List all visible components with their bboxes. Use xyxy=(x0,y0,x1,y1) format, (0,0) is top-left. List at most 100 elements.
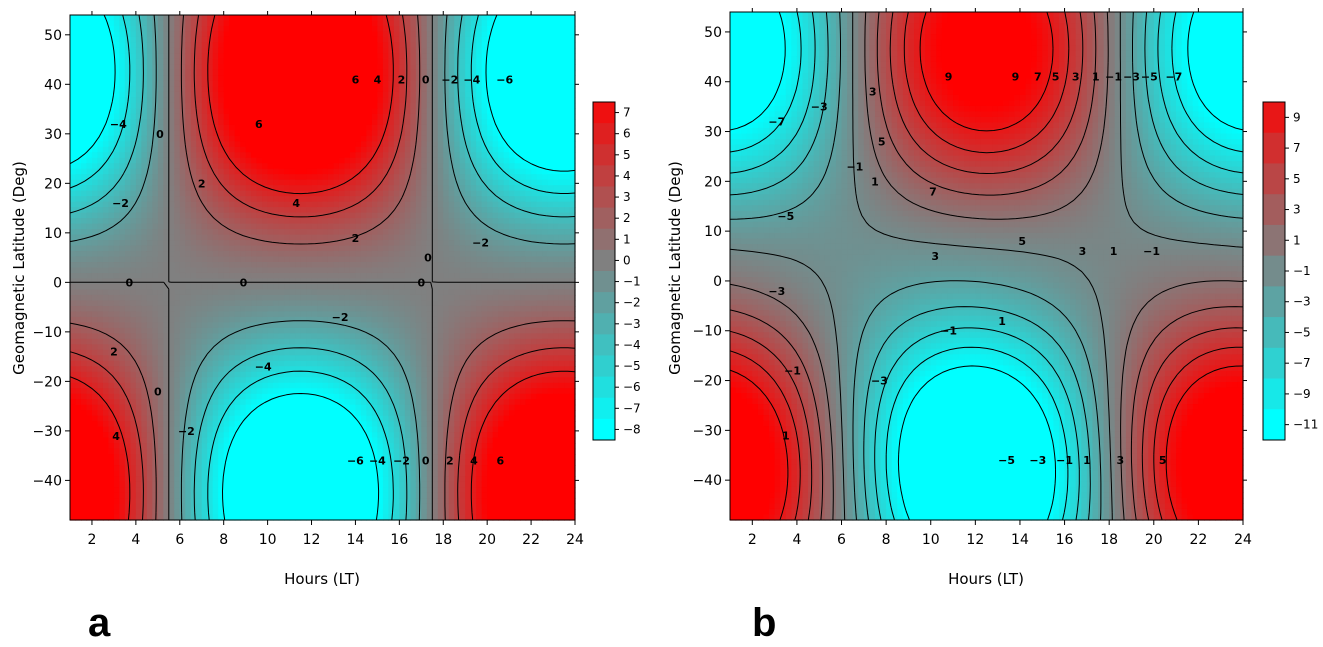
heatmap-cell xyxy=(119,437,126,444)
heatmap-cell xyxy=(130,333,137,340)
heatmap-cell xyxy=(212,245,219,252)
heatmap-cell xyxy=(251,152,258,159)
heatmap-cell xyxy=(141,157,148,164)
heatmap-cell xyxy=(284,245,291,252)
heatmap-cell xyxy=(267,179,274,186)
heatmap-cell xyxy=(245,80,252,87)
heatmap-cell xyxy=(102,229,110,236)
heatmap-cell xyxy=(157,42,164,49)
heatmap-cell xyxy=(146,316,153,323)
heatmap-cell xyxy=(119,262,126,269)
heatmap-cell xyxy=(262,404,269,411)
heatmap-cell xyxy=(251,388,258,395)
heatmap-cell xyxy=(135,256,142,263)
heatmap-cell xyxy=(135,476,142,483)
heatmap-cell xyxy=(135,283,142,291)
heatmap-cell xyxy=(174,366,181,373)
heatmap-cell xyxy=(179,410,186,417)
heatmap-cell xyxy=(168,316,175,323)
heatmap-cell xyxy=(300,91,307,98)
heatmap-cell xyxy=(141,487,148,494)
heatmap-cell xyxy=(108,355,115,362)
heatmap-cell xyxy=(234,75,241,82)
heatmap-cell xyxy=(168,399,175,406)
heatmap-cell xyxy=(75,333,82,340)
heatmap-cell xyxy=(218,465,225,472)
heatmap-cell xyxy=(218,130,225,137)
heatmap-cell xyxy=(174,152,181,159)
heatmap-cell xyxy=(86,514,93,521)
heatmap-cell xyxy=(207,119,214,126)
heatmap-cell xyxy=(295,289,302,296)
heatmap-cell xyxy=(80,366,88,373)
heatmap-cell xyxy=(229,415,236,422)
heatmap-cell xyxy=(102,300,110,307)
heatmap-cell xyxy=(75,289,82,296)
heatmap-cell xyxy=(168,58,175,65)
heatmap-cell xyxy=(251,514,258,521)
heatmap-cell xyxy=(163,25,170,33)
heatmap-cell xyxy=(273,174,280,181)
heatmap-cell xyxy=(251,448,258,455)
heatmap-cell xyxy=(366,69,373,76)
heatmap-cell xyxy=(349,278,357,285)
heatmap-cell xyxy=(174,240,181,247)
heatmap-cell xyxy=(311,333,318,340)
heatmap-cell xyxy=(284,272,291,280)
heatmap-cell xyxy=(218,58,225,65)
heatmap-cell xyxy=(333,421,340,428)
heatmap-cell xyxy=(174,80,181,87)
heatmap-cell xyxy=(223,146,230,153)
heatmap-cell xyxy=(185,344,192,351)
heatmap-cell xyxy=(130,20,137,27)
heatmap-cell xyxy=(163,294,170,302)
heatmap-cell xyxy=(152,135,159,142)
heatmap-cell xyxy=(146,124,153,131)
heatmap-cell xyxy=(245,201,252,208)
heatmap-cell xyxy=(284,229,291,236)
heatmap-cell xyxy=(338,366,346,373)
heatmap-cell xyxy=(185,333,192,340)
heatmap-cell xyxy=(267,196,274,203)
heatmap-cell xyxy=(108,69,115,76)
heatmap-cell xyxy=(306,311,313,318)
heatmap-cell xyxy=(108,196,115,203)
heatmap-cell xyxy=(245,300,252,307)
heatmap-cell xyxy=(267,36,274,44)
heatmap-cell xyxy=(97,399,104,406)
heatmap-cell xyxy=(311,31,318,38)
heatmap-cell xyxy=(152,212,159,219)
heatmap-cell xyxy=(234,31,241,38)
heatmap-cell xyxy=(91,393,99,400)
heatmap-cell xyxy=(284,311,291,318)
heatmap-cell xyxy=(179,229,186,236)
heatmap-cell xyxy=(327,201,335,208)
heatmap-cell xyxy=(196,212,203,219)
heatmap-cell xyxy=(344,135,351,142)
heatmap-cell xyxy=(113,509,120,516)
heatmap-cell xyxy=(124,454,131,461)
heatmap-cell xyxy=(355,404,362,411)
heatmap-cell xyxy=(295,31,302,38)
heatmap-cell xyxy=(355,443,362,450)
heatmap-cell xyxy=(295,185,302,192)
heatmap-cell xyxy=(256,163,263,170)
heatmap-cell xyxy=(124,146,131,153)
heatmap-cell xyxy=(333,377,340,384)
heatmap-cell xyxy=(185,212,192,219)
heatmap-cell xyxy=(300,410,307,417)
heatmap-cell xyxy=(168,174,175,181)
heatmap-cell xyxy=(355,366,362,373)
heatmap-cell xyxy=(311,146,318,153)
heatmap-cell xyxy=(201,509,208,516)
heatmap-cell xyxy=(163,245,170,252)
heatmap-cell xyxy=(218,399,225,406)
heatmap-cell xyxy=(327,256,335,263)
heatmap-cell xyxy=(141,388,148,395)
heatmap-cell xyxy=(284,492,291,499)
heatmap-cell xyxy=(91,377,99,384)
heatmap-cell xyxy=(86,234,93,241)
heatmap-cell xyxy=(163,272,170,280)
heatmap-cell xyxy=(333,157,340,164)
heatmap-cell xyxy=(256,272,263,280)
